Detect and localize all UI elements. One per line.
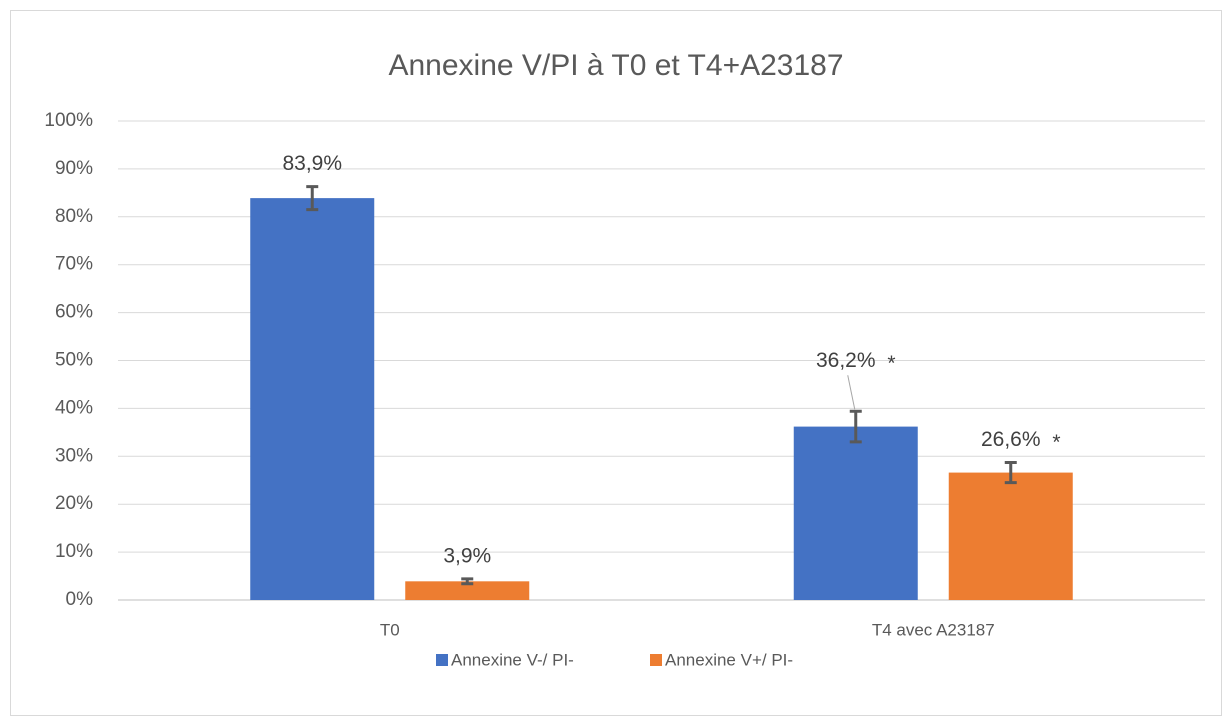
value-label: 36,2% (816, 349, 876, 372)
leader-line (847, 375, 856, 410)
y-tick-label: 40% (55, 397, 93, 418)
legend-label: Annexine V+/ PI- (665, 650, 793, 669)
y-tick-label: 60% (55, 302, 93, 323)
bar (250, 198, 375, 600)
x-tick-label: T0 (380, 620, 400, 639)
y-tick-label: 80% (55, 206, 93, 227)
error-bar (1004, 461, 1017, 485)
legend-swatch (650, 654, 662, 666)
annotation: * (1052, 431, 1060, 454)
bar (405, 581, 530, 600)
y-tick-label: 90% (55, 158, 93, 179)
error-bar (461, 577, 474, 586)
y-tick-label: 0% (66, 589, 94, 610)
error-bar (306, 185, 319, 212)
value-label: 26,6% (981, 428, 1041, 451)
x-tick-label: T4 avec A23187 (872, 620, 995, 639)
y-tick-label: 30% (55, 445, 93, 466)
chart-border (10, 10, 1222, 716)
bar (793, 426, 918, 600)
bar (948, 472, 1073, 600)
annotation: * (887, 352, 895, 375)
error-bar (849, 409, 862, 444)
y-tick-label: 50% (55, 350, 93, 371)
y-tick-label: 20% (55, 493, 93, 514)
y-tick-label: 10% (55, 541, 93, 562)
legend-swatch (436, 654, 448, 666)
y-tick-label: 70% (55, 254, 93, 275)
value-label: 83,9% (282, 152, 342, 175)
chart-title: Annexine V/PI à T0 et T4+A23187 (388, 49, 843, 82)
legend-label: Annexine V-/ PI- (451, 650, 574, 669)
y-tick-label: 100% (44, 110, 93, 131)
value-label: 3,9% (443, 544, 491, 567)
